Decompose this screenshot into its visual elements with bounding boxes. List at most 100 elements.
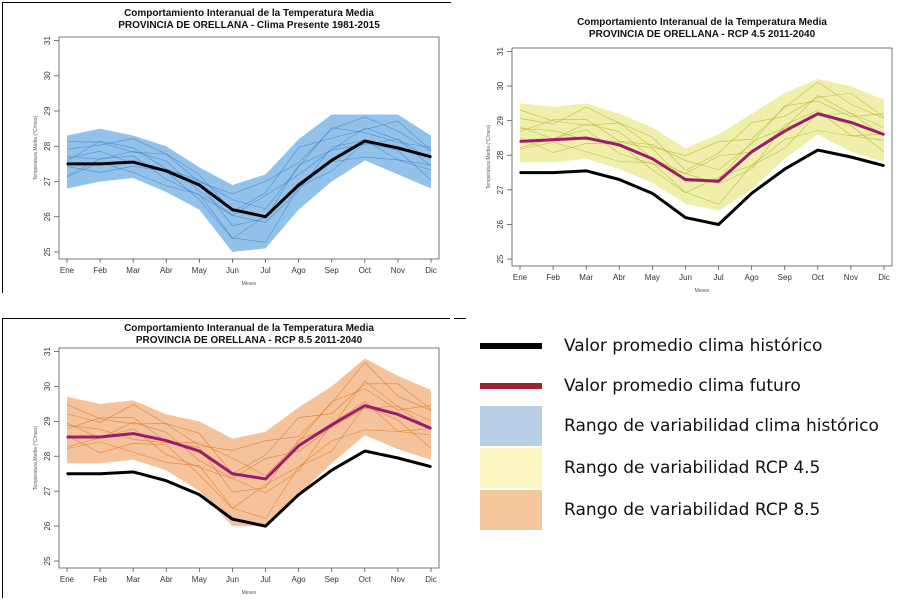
data-point bbox=[364, 140, 366, 142]
y-tick-label: 25 bbox=[43, 556, 52, 565]
x-tick-label: Nov bbox=[844, 273, 858, 282]
y-tick-label: 25 bbox=[496, 254, 505, 263]
legend: Valor promedio clima histórico Valor pro… bbox=[466, 318, 879, 550]
ensemble-member-line bbox=[66, 380, 432, 479]
chart-subtitle: PROVINCIA DE ORELLANA - RCP 8.5 2011-204… bbox=[136, 335, 363, 346]
y-tick-label: 27 bbox=[43, 176, 52, 185]
legend-label: Valor promedio clima histórico bbox=[564, 336, 823, 356]
y-tick-label: 31 bbox=[496, 46, 505, 55]
chart-title: Comportamiento Interanual de la Temperat… bbox=[124, 8, 374, 19]
data-point bbox=[165, 170, 168, 172]
data-point bbox=[132, 471, 134, 473]
y-tick-label: 30 bbox=[43, 71, 52, 80]
data-point bbox=[231, 208, 234, 211]
chart-rcp45: Comportamiento Interanual de la Temperat… bbox=[486, 17, 893, 294]
data-point bbox=[198, 184, 201, 186]
data-point bbox=[66, 163, 68, 165]
y-tick-label: 31 bbox=[43, 346, 52, 355]
ensemble-member-line bbox=[519, 130, 885, 205]
legend-swatch bbox=[480, 383, 542, 389]
y-tick-label: 26 bbox=[43, 212, 52, 221]
x-tick-label: Dic bbox=[878, 273, 890, 282]
data-point bbox=[850, 121, 852, 124]
data-point bbox=[198, 450, 201, 452]
data-point bbox=[717, 180, 720, 183]
future-mean-line bbox=[67, 404, 432, 481]
data-point bbox=[297, 184, 300, 186]
data-point bbox=[651, 192, 654, 195]
y-tick-label: 29 bbox=[43, 416, 52, 425]
legend-label: Rango de variabilidad RCP 8.5 bbox=[564, 500, 821, 520]
x-tick-label: Ago bbox=[292, 266, 307, 275]
data-point bbox=[264, 215, 267, 218]
x-tick-label: Dic bbox=[425, 575, 437, 584]
ensemble-member-line bbox=[519, 94, 885, 174]
historic-mean-line bbox=[67, 449, 432, 528]
chart-present-climate: Comportamiento Interanual de la Temperat… bbox=[33, 8, 440, 287]
x-tick-label: Ene bbox=[60, 575, 75, 584]
data-point bbox=[330, 424, 333, 426]
data-point bbox=[817, 149, 819, 151]
x-tick-label: Sep bbox=[325, 266, 340, 275]
data-point bbox=[99, 163, 101, 165]
data-point bbox=[883, 164, 885, 167]
x-tick-label: Jul bbox=[260, 266, 270, 275]
data-point bbox=[519, 140, 521, 143]
x-tick-label: Sep bbox=[778, 273, 793, 282]
data-point bbox=[264, 525, 267, 527]
ensemble-member-line bbox=[66, 127, 432, 216]
data-point bbox=[364, 404, 366, 407]
data-point bbox=[717, 223, 720, 226]
y-tick-label: 30 bbox=[43, 381, 52, 390]
ensemble-member-line bbox=[66, 120, 432, 213]
ensemble-member-line bbox=[519, 81, 885, 156]
y-tick-label: 29 bbox=[496, 116, 505, 125]
legend-label: Rango de variabilidad clima histórico bbox=[564, 416, 879, 436]
data-point bbox=[264, 478, 267, 480]
plot-area bbox=[58, 347, 440, 569]
data-point bbox=[397, 147, 399, 149]
ensemble-member-line bbox=[66, 127, 432, 210]
legend-item-historic-range: Rango de variabilidad clima histórico bbox=[466, 406, 879, 446]
x-tick-label: Ago bbox=[292, 575, 307, 584]
legend-item-historic-mean: Valor promedio clima histórico bbox=[466, 326, 822, 366]
data-point bbox=[783, 168, 786, 170]
data-point bbox=[132, 432, 134, 435]
x-axis-label: Meses bbox=[242, 281, 257, 287]
x-tick-label: Nov bbox=[391, 266, 405, 275]
x-tick-label: Ago bbox=[745, 273, 760, 282]
divider-line bbox=[2, 318, 450, 319]
chart-panel-rcp85: Comportamiento Interanual de la Temperat… bbox=[2, 318, 451, 598]
ensemble-member-line bbox=[66, 362, 432, 451]
ensemble-member-line bbox=[66, 156, 432, 243]
chart-rcp85: Comportamiento Interanual de la Temperat… bbox=[33, 323, 440, 596]
x-tick-label: Mar bbox=[579, 273, 593, 282]
data-point bbox=[99, 436, 101, 438]
x-tick-label: Nov bbox=[391, 575, 405, 584]
x-tick-label: Jul bbox=[713, 273, 723, 282]
chart-panel-rcp45: Comportamiento Interanual de la Temperat… bbox=[452, 12, 904, 304]
data-point bbox=[684, 178, 687, 181]
data-point bbox=[297, 493, 300, 496]
x-tick-label: Jun bbox=[226, 266, 239, 275]
ensemble-member-line bbox=[66, 116, 432, 195]
x-axis-label: Meses bbox=[695, 288, 710, 294]
data-point bbox=[397, 457, 399, 459]
legend-label: Rango de variabilidad RCP 4.5 bbox=[564, 458, 821, 478]
y-tick-label: 25 bbox=[43, 247, 52, 256]
data-point bbox=[132, 161, 134, 163]
ensemble-member-line bbox=[519, 92, 885, 171]
ensemble-member-line bbox=[66, 388, 432, 476]
data-point bbox=[750, 192, 753, 195]
legend-swatch bbox=[480, 406, 542, 446]
data-point bbox=[330, 159, 333, 162]
x-tick-label: Jun bbox=[226, 575, 239, 584]
historic-mean-line bbox=[67, 139, 432, 219]
x-tick-label: Abr bbox=[613, 273, 626, 282]
x-tick-label: Mar bbox=[126, 266, 140, 275]
data-point bbox=[364, 450, 366, 452]
variability-band bbox=[67, 114, 431, 252]
data-point bbox=[850, 156, 852, 158]
data-point bbox=[783, 130, 786, 132]
x-tick-label: Jul bbox=[260, 575, 270, 584]
